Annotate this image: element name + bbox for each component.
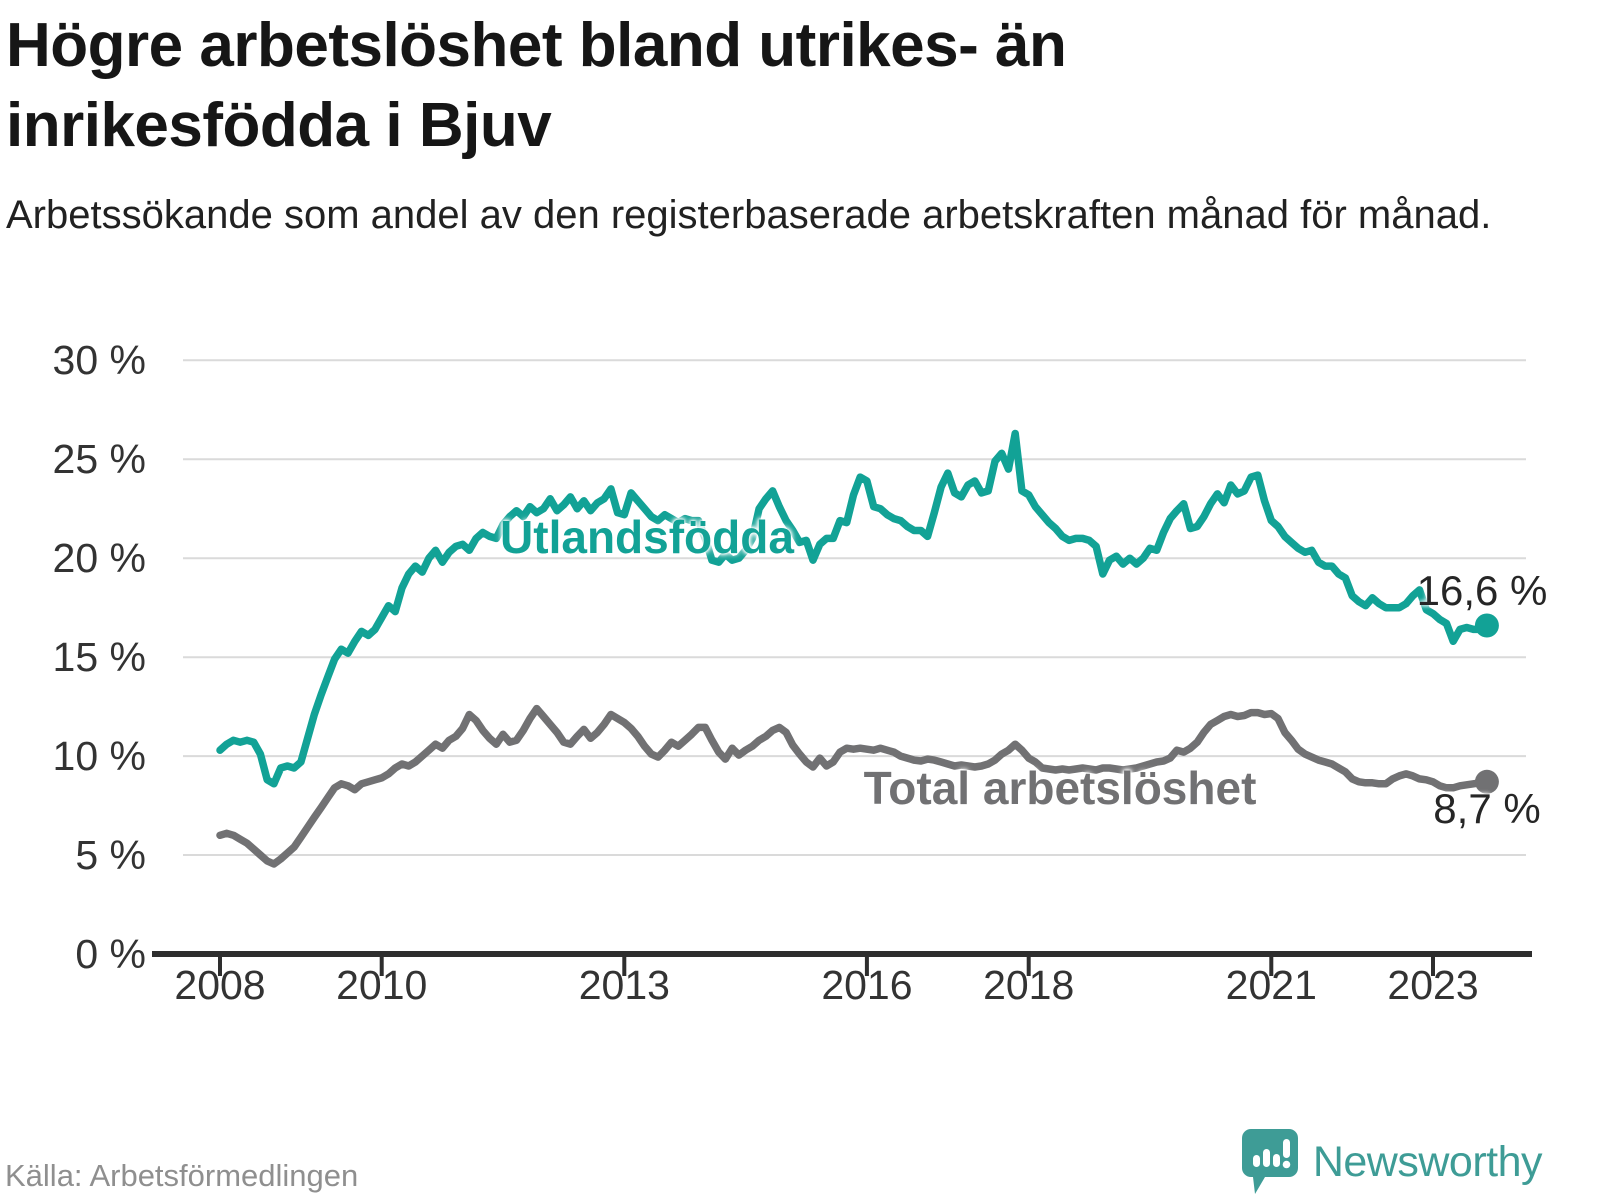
series-line-0 — [216, 429, 1491, 788]
x-tick-label: 2021 — [1225, 962, 1317, 1008]
y-tick-label: 25 % — [52, 436, 146, 483]
y-tick-label: 10 % — [52, 733, 146, 780]
x-tick-label: 2023 — [1387, 962, 1479, 1008]
x-tick-label: 2016 — [821, 962, 913, 1008]
x-tick-label: 2008 — [174, 962, 266, 1008]
chart-canvas — [152, 359, 1532, 976]
line-chart: 0 % 5 % 10 % 15 % 20 % 25 % 30 % 2008 2010 2013 2… — [0, 300, 1600, 1020]
newsworthy-wordmark: Newsworthy — [1312, 1137, 1543, 1186]
x-tick-label: 2010 — [336, 962, 428, 1008]
series-label-utlandsfodda: Utlandsfödda — [500, 511, 794, 563]
series-line-1 — [216, 704, 1491, 868]
source-note: Källa: Arbetsförmedlingen — [5, 1158, 359, 1193]
newsworthy-logo: Newsworthy — [1241, 1128, 1543, 1196]
y-tick-label: 20 % — [52, 535, 146, 582]
y-tick-label: 0 % — [75, 931, 146, 977]
newsworthy-logo-icon — [1241, 1129, 1298, 1194]
series-label-total: Total arbetslöshet — [863, 762, 1257, 814]
x-tick-label: 2013 — [578, 962, 670, 1008]
chart-subtitle: Arbetssökande som andel av den registerb… — [6, 193, 1492, 237]
end-value-total: 8,7 % — [1433, 785, 1541, 832]
series-end-dot-0 — [1474, 613, 1499, 638]
y-tick-label: 30 % — [52, 337, 146, 384]
title-line-2: inrikesfödda i Bjuv — [6, 91, 552, 160]
y-tick-label: 5 % — [75, 832, 146, 879]
series-end-dot-1 — [1474, 769, 1499, 794]
page-title: Högre arbetslöshet bland utrikes- än inr… — [6, 6, 1296, 166]
end-value-utlandsfodda: 16,6 % — [1416, 567, 1548, 614]
x-tick-label: 2018 — [983, 962, 1075, 1008]
title-line-1: Högre arbetslöshet bland utrikes- än — [6, 11, 1067, 80]
y-tick-label: 15 % — [52, 634, 146, 681]
